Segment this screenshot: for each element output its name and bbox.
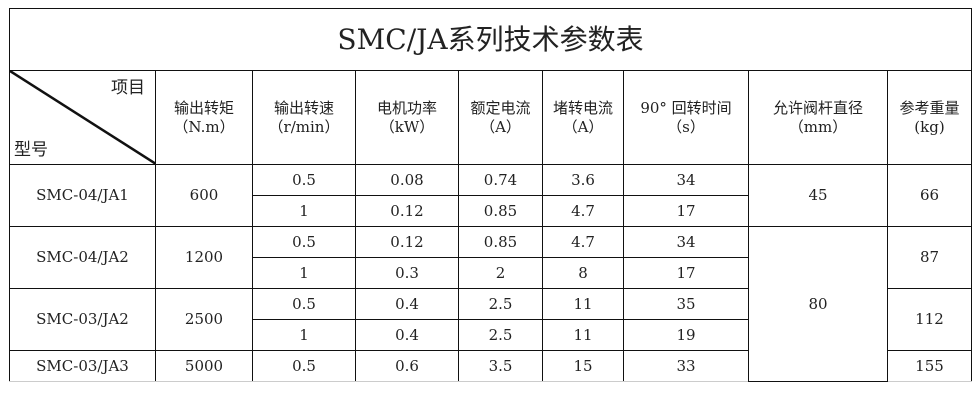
col-header-rotation-time: 90° 回转时间 （s） [623, 70, 749, 165]
rated-current-cell: 2.5 [458, 319, 543, 351]
power-cell: 0.4 [355, 319, 459, 351]
stall-current-cell: 11 [542, 319, 624, 351]
model-cell: SMC-03/JA2 [9, 288, 156, 351]
weight-cell: 112 [887, 288, 972, 351]
speed-cell: 0.5 [252, 350, 356, 382]
model-cell: SMC-04/JA1 [9, 164, 156, 227]
power-cell: 0.4 [355, 288, 459, 320]
stall-current-cell: 3.6 [542, 164, 624, 196]
power-cell: 0.08 [355, 164, 459, 196]
weight-cell: 87 [887, 226, 972, 289]
rotation-time-cell: 33 [623, 350, 749, 382]
stall-current-cell: 11 [542, 288, 624, 320]
corner-header: 项目 型号 [9, 70, 156, 165]
rotation-time-cell: 35 [623, 288, 749, 320]
stall-current-cell: 4.7 [542, 195, 624, 227]
col-header-rated-current: 额定电流 （A） [458, 70, 543, 165]
col-header-stem-diameter: 允许阀杆直径 （mm） [748, 70, 888, 165]
rotation-time-cell: 19 [623, 319, 749, 351]
torque-cell: 1200 [155, 226, 253, 289]
weight-cell: 66 [887, 164, 972, 227]
rated-current-cell: 0.74 [458, 164, 543, 196]
stall-current-cell: 4.7 [542, 226, 624, 258]
torque-cell: 5000 [155, 350, 253, 382]
table-row: SMC-03/JA3 5000 0.5 0.6 3.5 15 33 155 [9, 350, 972, 382]
speed-cell: 0.5 [252, 226, 356, 258]
table-row: 1 0.4 2.5 11 19 [10, 319, 972, 351]
table-title: SMC/JA系列技术参数表 [9, 8, 972, 71]
col-header-torque: 输出转矩 （N.m） [155, 70, 253, 165]
rotation-time-cell: 34 [623, 226, 749, 258]
spec-table: SMC/JA系列技术参数表 项目 型号 输出转矩 （N.m） 输出转速 （r/min… [9, 8, 972, 382]
rated-current-cell: 0.85 [458, 195, 543, 227]
speed-cell: 0.5 [252, 164, 356, 196]
stem-diameter-cell: 45 [748, 164, 888, 227]
rated-current-cell: 0.85 [458, 226, 543, 258]
diagonal-divider [10, 71, 156, 164]
col-header-stall-current: 堵转电流 （A） [542, 70, 624, 165]
power-cell: 0.12 [355, 195, 459, 227]
col-header-speed: 输出转速 （r/min） [252, 70, 356, 165]
table-row: SMC-04/JA2 1200 0.5 0.12 0.85 4.7 34 80 … [9, 226, 972, 382]
stall-current-cell: 15 [542, 350, 624, 382]
rotation-time-cell: 17 [623, 195, 749, 227]
power-cell: 0.3 [355, 257, 459, 289]
speed-cell: 1 [252, 319, 356, 351]
torque-cell: 600 [155, 164, 253, 227]
model-cell: SMC-04/JA2 [9, 226, 156, 289]
table-row: SMC-04/JA1 600 0.5 0.08 0.74 3.6 34 45 6… [9, 164, 972, 227]
weight-cell: 155 [887, 350, 972, 382]
power-cell: 0.6 [355, 350, 459, 382]
power-cell: 0.12 [355, 226, 459, 258]
rated-current-cell: 2 [458, 257, 543, 289]
model-cell: SMC-03/JA3 [9, 350, 156, 382]
stem-diameter-shared-cell: 80 [748, 226, 888, 382]
col-header-power: 电机功率 （kW） [355, 70, 459, 165]
rated-current-cell: 3.5 [458, 350, 543, 382]
speed-cell: 1 [252, 257, 356, 289]
speed-cell: 0.5 [252, 288, 356, 320]
col-header-weight: 参考重量 (kg) [887, 70, 972, 165]
corner-bottom-label: 型号 [14, 140, 48, 160]
rotation-time-cell: 34 [623, 164, 749, 196]
corner-top-label: 项目 [111, 78, 145, 98]
speed-cell: 1 [252, 195, 356, 227]
torque-cell: 2500 [155, 288, 253, 351]
stall-current-cell: 8 [542, 257, 624, 289]
rotation-time-cell: 17 [623, 257, 749, 289]
rated-current-cell: 2.5 [458, 288, 543, 320]
